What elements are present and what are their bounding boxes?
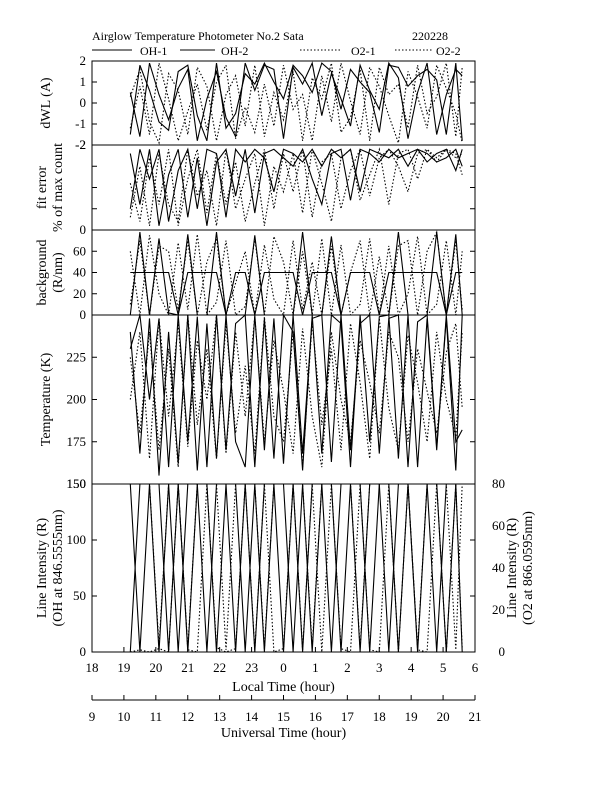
local-time-tick-label: 0 (280, 660, 287, 675)
y-axis-title: background (35, 239, 50, 305)
y-axis-title: dWL (A) (39, 77, 54, 129)
y-axis-title: Temperature (K) (39, 352, 54, 446)
local-time-tick-label: 6 (472, 660, 479, 675)
local-time-tick-label: 21 (181, 660, 194, 675)
y-tick-label: 0 (80, 644, 87, 659)
legend-label-oh-2: OH-2 (221, 44, 248, 58)
panel-temperature: 150 175 200 225 Temperature (K) (39, 314, 476, 491)
chart-header-date: 220228 (412, 29, 448, 43)
panel-dwl: -2 -1 0 1 2 dWL (A) (39, 53, 476, 152)
series-o2-1 (130, 484, 463, 652)
universal-time-tick-label: 11 (150, 709, 163, 724)
local-time-tick-label: 3 (376, 660, 383, 675)
y-tick-label: 0 (80, 222, 87, 237)
series-oh-1 (129, 147, 463, 226)
legend-label-o2-1: O2-1 (351, 44, 376, 58)
series-oh-1 (130, 271, 463, 315)
y-tick-label: 0 (80, 95, 87, 110)
universal-time-tick-label: 18 (373, 709, 386, 724)
series-o2-2 (130, 484, 463, 650)
series-oh-2 (129, 61, 463, 141)
universal-time-tick-label: 20 (437, 709, 450, 724)
local-time-tick-label: 1 (312, 660, 319, 675)
y-tick-label: -1 (75, 116, 86, 131)
y-tick-label: 175 (67, 434, 87, 449)
local-time-axis-title: Local Time (hour) (232, 680, 335, 695)
universal-time-tick-label: 10 (117, 709, 130, 724)
series-group (129, 484, 463, 652)
y-tick-label: 100 (67, 532, 87, 547)
y2-tick-label: 20 (492, 602, 505, 617)
y2-tick-label: 40 (492, 560, 505, 575)
series-o2-1 (129, 315, 463, 468)
y-axis-subtitle: % of max count (51, 143, 66, 232)
local-time-tick-label: 20 (149, 660, 162, 675)
universal-time-axis-title: Universal Time (hour) (221, 726, 347, 741)
universal-time-tick-label: 16 (309, 709, 323, 724)
y-axis-subtitle: (R/nm) (51, 252, 66, 293)
y-tick-label: 60 (73, 243, 86, 258)
y-tick-label: 200 (67, 392, 87, 407)
universal-time-tick-label: 19 (405, 709, 418, 724)
y-tick-label: -2 (75, 137, 86, 152)
y-tick-label: 150 (67, 476, 87, 491)
series-o2-1 (129, 62, 463, 144)
local-time-tick-label: 5 (440, 660, 447, 675)
legend: OH-1 OH-2 O2-1 O2-2 (92, 44, 461, 58)
local-time-tick-label: 22 (213, 660, 226, 675)
y-tick-label: -2 (75, 137, 86, 152)
y-tick-label: 20 (73, 286, 86, 301)
series-group (129, 61, 463, 145)
series-o2-2 (129, 62, 463, 145)
local-time-tick-label: 19 (117, 660, 130, 675)
panel-fit_error: 0 -2 fit error% of max count (35, 137, 476, 237)
series-oh-1 (129, 61, 463, 141)
y-tick-label: 1 (80, 74, 87, 89)
y2-axis-subtitle: (O2 at 866.0595nm) (521, 511, 536, 625)
y2-tick-label: 80 (492, 476, 505, 491)
y2-tick-label: 0 (499, 644, 506, 659)
y-tick-label: 2 (80, 53, 87, 68)
y-tick-label: 0 (80, 307, 87, 322)
y2-tick-label: 60 (492, 518, 505, 533)
legend-label-oh-1: OH-1 (140, 44, 167, 58)
panel-frame (91, 60, 476, 146)
y-tick-label: 40 (73, 265, 86, 280)
series-o2-2 (129, 147, 463, 226)
y-tick-label: 150 (67, 476, 87, 491)
local-time-tick-label: 2 (344, 660, 351, 675)
local-time-tick-label: 4 (408, 660, 415, 675)
series-o2-1 (129, 147, 463, 226)
local-time-tick-label: 23 (245, 660, 258, 675)
universal-time-tick-label: 12 (181, 709, 194, 724)
y-axis-title: Line Intensity (R) (35, 518, 50, 619)
chart-header-title: Airglow Temperature Photometer No.2 Sata (92, 29, 304, 43)
y-axis-title: fit error (35, 166, 50, 209)
panel-background: 0 20 40 60 background (R/nm) (35, 229, 476, 322)
universal-time-tick-label: 14 (245, 709, 259, 724)
y-tick-label: 225 (67, 349, 87, 364)
series-o2-2 (129, 234, 463, 315)
series-o2-2 (129, 315, 463, 468)
series-oh-2 (129, 232, 463, 315)
y-axis-subtitle: (OH at 846.5555nm) (51, 509, 66, 626)
universal-time-tick-label: 17 (341, 709, 355, 724)
series-group (129, 315, 463, 476)
y-tick-label: 50 (73, 588, 86, 603)
panel-frame (91, 483, 476, 653)
legend-label-o2-2: O2-2 (436, 44, 461, 58)
series-group (129, 147, 463, 226)
universal-time-tick-label: 15 (277, 709, 290, 724)
universal-time-tick-label: 13 (213, 709, 226, 724)
y2-axis-title: Line Intensity (R) (505, 518, 520, 619)
universal-time-tick-label: 9 (89, 709, 96, 724)
series-oh-2 (129, 147, 463, 222)
series-group (129, 230, 463, 315)
universal-time-tick-label: 21 (469, 709, 482, 724)
local-time-tick-label: 18 (86, 660, 99, 675)
